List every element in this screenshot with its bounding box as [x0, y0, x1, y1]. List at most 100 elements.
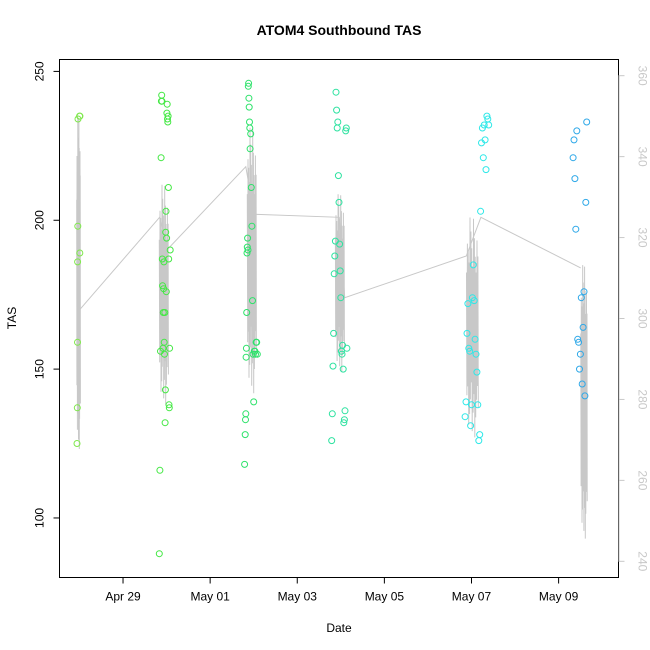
data-point	[580, 288, 588, 296]
data-point	[481, 136, 489, 144]
data-point	[164, 112, 172, 120]
data-point	[333, 124, 341, 132]
data-point	[242, 410, 250, 418]
data-point	[158, 97, 166, 105]
trace-spike	[246, 127, 257, 394]
data-point	[162, 288, 170, 296]
data-point	[339, 365, 347, 373]
data-point	[476, 431, 484, 439]
data-point	[336, 240, 344, 248]
data-point	[166, 344, 174, 352]
points-layer	[73, 79, 591, 558]
data-point	[243, 243, 251, 251]
data-point	[576, 365, 583, 373]
data-point	[241, 460, 249, 468]
data-point	[76, 112, 84, 120]
data-point	[466, 347, 474, 355]
data-point	[159, 282, 167, 290]
data-point	[242, 353, 250, 361]
data-point	[341, 407, 349, 415]
data-point	[574, 335, 582, 343]
data-point	[581, 392, 589, 400]
data-point	[579, 323, 587, 331]
data-point	[571, 175, 579, 183]
data-point	[247, 184, 255, 191]
data-point	[464, 300, 472, 308]
data-point	[334, 118, 342, 126]
data-point	[73, 440, 81, 447]
trace-line	[79, 165, 581, 310]
data-point	[244, 246, 252, 254]
data-point	[480, 121, 488, 129]
data-point	[166, 246, 174, 254]
data-point	[155, 550, 163, 558]
data-point	[158, 91, 166, 99]
data-point	[328, 437, 336, 445]
data-point	[165, 404, 173, 412]
data-point	[164, 115, 171, 123]
x-tick-label: May 03	[278, 590, 318, 604]
data-point	[465, 344, 473, 352]
data-point	[162, 207, 170, 215]
data-point	[245, 94, 253, 102]
data-point	[74, 258, 82, 266]
data-point	[578, 380, 586, 388]
data-point	[569, 154, 577, 162]
data-point	[463, 329, 471, 337]
data-point	[161, 309, 169, 316]
data-point	[576, 350, 584, 358]
data-point	[247, 130, 255, 138]
data-point	[334, 172, 342, 180]
data-point	[473, 368, 481, 376]
data-point	[342, 127, 350, 135]
x-tick-label: May 07	[452, 590, 492, 604]
data-point	[583, 118, 591, 126]
data-point	[475, 437, 483, 445]
x-tick-label: May 01	[190, 590, 230, 604]
data-point	[482, 166, 490, 174]
data-point	[573, 127, 581, 135]
y2-tick-label: 340	[636, 147, 650, 167]
x-tick-label: Apr 29	[105, 590, 141, 604]
chart-title: ATOM4 Southbound TAS	[257, 22, 422, 38]
trace-spike	[334, 194, 345, 372]
y2-tick-label: 320	[636, 228, 650, 248]
secondary-y-axis: 240 260 280 300 320 340 360	[618, 66, 650, 572]
data-point	[249, 297, 256, 305]
data-point	[570, 136, 578, 144]
data-point	[245, 103, 253, 111]
data-point	[330, 270, 338, 278]
y-axis-label: TAS	[5, 307, 19, 329]
data-point	[483, 112, 491, 120]
data-point	[73, 404, 81, 412]
data-point	[582, 198, 590, 206]
data-point	[253, 338, 261, 346]
data-point	[340, 416, 348, 424]
data-point	[165, 255, 173, 263]
x-axis-label: Date	[326, 621, 352, 635]
data-point	[248, 222, 256, 230]
trace-layer	[76, 116, 588, 539]
y-tick-label: 100	[33, 508, 47, 528]
data-point	[328, 410, 336, 418]
data-point	[74, 338, 81, 346]
data-point	[244, 234, 252, 242]
data-point	[467, 422, 475, 430]
data-point	[161, 350, 168, 358]
data-point	[336, 267, 344, 275]
y2-tick-label: 300	[636, 308, 650, 328]
data-point	[246, 145, 254, 153]
data-point	[343, 344, 351, 352]
x-tick-label: May 09	[539, 590, 579, 604]
data-point	[577, 294, 585, 302]
data-point	[329, 362, 337, 370]
trace-spike	[76, 116, 81, 450]
data-point	[340, 419, 348, 427]
data-point	[74, 222, 82, 230]
data-point	[479, 154, 487, 162]
data-point	[338, 350, 346, 358]
data-point	[342, 124, 350, 132]
data-point	[241, 431, 249, 439]
data-point	[485, 121, 493, 129]
data-point	[160, 338, 168, 346]
